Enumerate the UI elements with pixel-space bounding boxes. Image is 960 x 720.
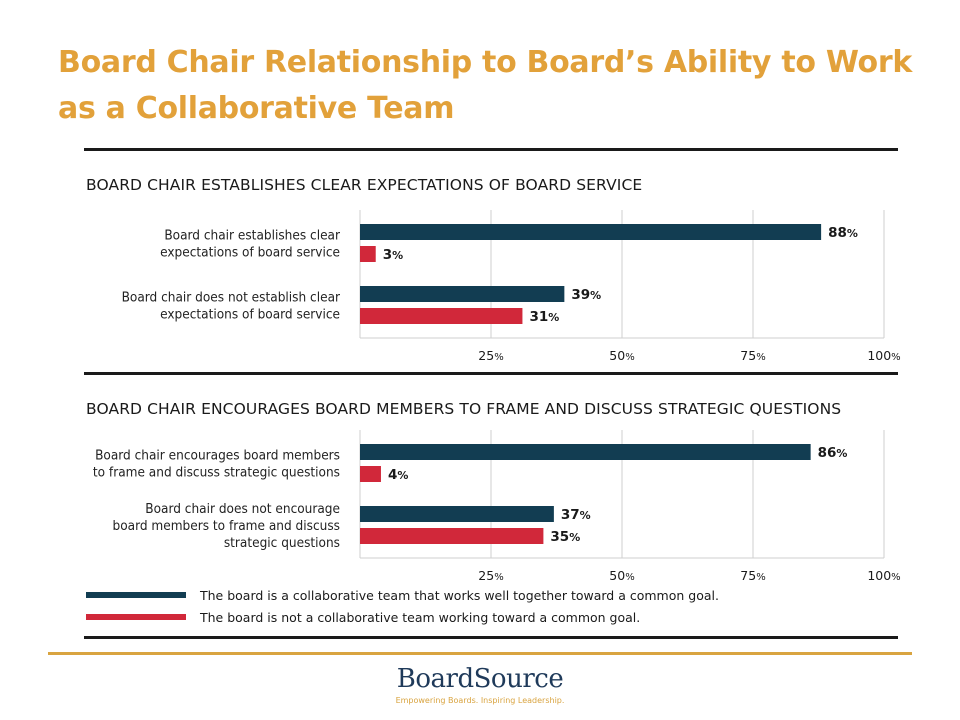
data-label: 3% xyxy=(383,247,403,263)
legend-label: The board is not a collaborative team wo… xyxy=(200,609,641,625)
legend-swatch-collaborative xyxy=(86,592,186,598)
logo-wordmark: BoardSource xyxy=(396,664,564,694)
data-label: 37% xyxy=(561,507,591,523)
category-label: Board chair does not encourage board memb… xyxy=(113,501,340,551)
legend-swatch-not-collaborative xyxy=(86,614,186,620)
middle-divider xyxy=(84,372,898,375)
boardsource-logo: BoardSource Empowering Boards. Inspiring… xyxy=(350,664,610,705)
category-label: Board chair encourages board members to f… xyxy=(93,448,340,481)
x-tick-label: 25% xyxy=(478,348,503,363)
logo-tagline: Empowering Boards. Inspiring Leadership. xyxy=(395,696,565,705)
bar-not_collaborative xyxy=(360,308,523,324)
chart-2-title: BOARD CHAIR ENCOURAGES BOARD MEMBERS TO … xyxy=(86,400,842,418)
category-label: Board chair does not establish clear expe… xyxy=(122,290,340,323)
bar-collaborative xyxy=(360,224,822,240)
bottom-divider xyxy=(84,636,898,639)
bar-collaborative xyxy=(360,444,811,460)
chart-2: 25% 50% 75% 100% Board chair encourages boar… xyxy=(93,430,901,583)
legend-item-collaborative: The board is a collaborative team that w… xyxy=(86,586,719,604)
chart-1-title: BOARD CHAIR ESTABLISHES CLEAR EXPECTATIO… xyxy=(86,176,643,194)
footer-divider xyxy=(48,652,912,655)
x-tick-label: 50% xyxy=(609,568,634,583)
x-tick-label: 75% xyxy=(740,568,765,583)
legend-item-not-collaborative: The board is not a collaborative team wo… xyxy=(86,608,640,626)
data-label: 31% xyxy=(529,309,559,325)
category-label: Board chair establishes clear expectation… xyxy=(160,228,340,261)
legend-label: The board is a collaborative team that w… xyxy=(200,587,719,603)
bar-not_collaborative xyxy=(360,528,544,544)
data-label: 4% xyxy=(388,467,408,483)
x-tick-label: 100% xyxy=(867,348,900,363)
bar-collaborative xyxy=(360,286,565,302)
slide-title: Board Chair Relationship to Board’s Abil… xyxy=(58,45,912,126)
data-label: 86% xyxy=(818,445,848,461)
x-tick-label: 100% xyxy=(867,568,900,583)
chart-1: 25% 50% 75% 100% Board chair establishes cle… xyxy=(122,210,901,363)
bar-collaborative xyxy=(360,506,554,522)
data-label: 39% xyxy=(571,287,601,303)
bar-not_collaborative xyxy=(360,246,376,262)
bar-not_collaborative xyxy=(360,466,381,482)
x-tick-label: 25% xyxy=(478,568,503,583)
x-tick-label: 75% xyxy=(740,348,765,363)
top-divider xyxy=(84,148,898,151)
data-label: 35% xyxy=(550,529,580,545)
x-tick-label: 50% xyxy=(609,348,634,363)
data-label: 88% xyxy=(828,225,858,241)
